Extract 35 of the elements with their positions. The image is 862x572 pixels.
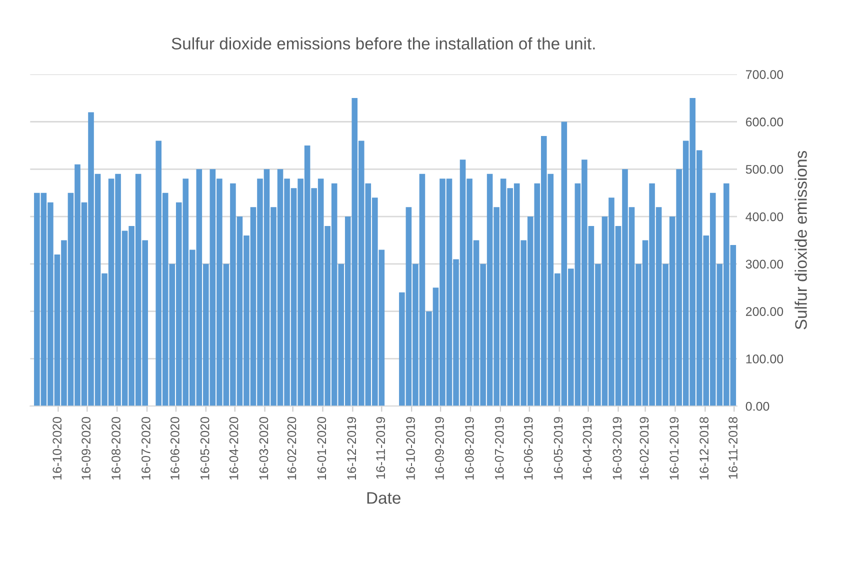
x-tick-label: 16-10-2020 — [52, 417, 62, 480]
x-tick-label: 16-07-2020 — [142, 417, 150, 480]
x-tick-label: 16-11-2019 — [376, 417, 386, 479]
x-tick-label: 16-02-2020 — [287, 417, 296, 480]
y-tick-label: 300.00 — [746, 260, 784, 269]
x-tick-label: 16-08-2020 — [112, 417, 120, 480]
x-tick-label: 16-03-2020 — [259, 417, 268, 480]
y-tick-label: 400.00 — [746, 212, 784, 222]
x-tick-label: 16-03-2019 — [612, 417, 622, 480]
x-tick-label: 16-09-2019 — [435, 417, 444, 480]
x-tick-label: 16-04-2019 — [582, 417, 592, 480]
x-tick-label: 16-10-2019 — [406, 417, 415, 480]
chart-title: Sulfur dioxide emissions before the installation of the unit. — [172, 37, 595, 50]
x-tick-label: 16-09-2020 — [82, 417, 90, 480]
y-axis-title: Sulfur dioxide emissions — [794, 150, 807, 330]
x-tick-label: 16-01-2020 — [317, 417, 326, 480]
x-tick-label: 16-12-2019 — [347, 417, 356, 480]
y-tick-label: 600.00 — [746, 118, 784, 126]
x-tick-label: 16-06-2019 — [524, 417, 533, 480]
y-tick-label: 100.00 — [746, 354, 784, 364]
x-tick-label: 16-02-2019 — [640, 417, 649, 480]
x-axis-title: Date — [367, 492, 400, 504]
x-tick-label: 16-11-2018 — [728, 417, 738, 479]
y-tick-label: 200.00 — [746, 307, 784, 316]
x-tick-label: 16-12-2018 — [700, 417, 708, 480]
x-tick-label: 16-04-2020 — [229, 417, 238, 480]
x-tick-label: 16-05-2019 — [554, 417, 563, 480]
y-tick-label: 0.00 — [746, 402, 770, 411]
y-tick-label: 700.00 — [746, 70, 784, 80]
x-tick-label: 16-08-2019 — [465, 417, 474, 480]
x-tick-label: 16-05-2020 — [200, 417, 210, 480]
y-tick-label: 500.00 — [746, 164, 784, 174]
x-tick-label: 16-06-2020 — [170, 417, 180, 480]
x-tick-label: 16-01-2019 — [670, 417, 679, 480]
x-tick-label: 16-07-2019 — [494, 417, 504, 480]
